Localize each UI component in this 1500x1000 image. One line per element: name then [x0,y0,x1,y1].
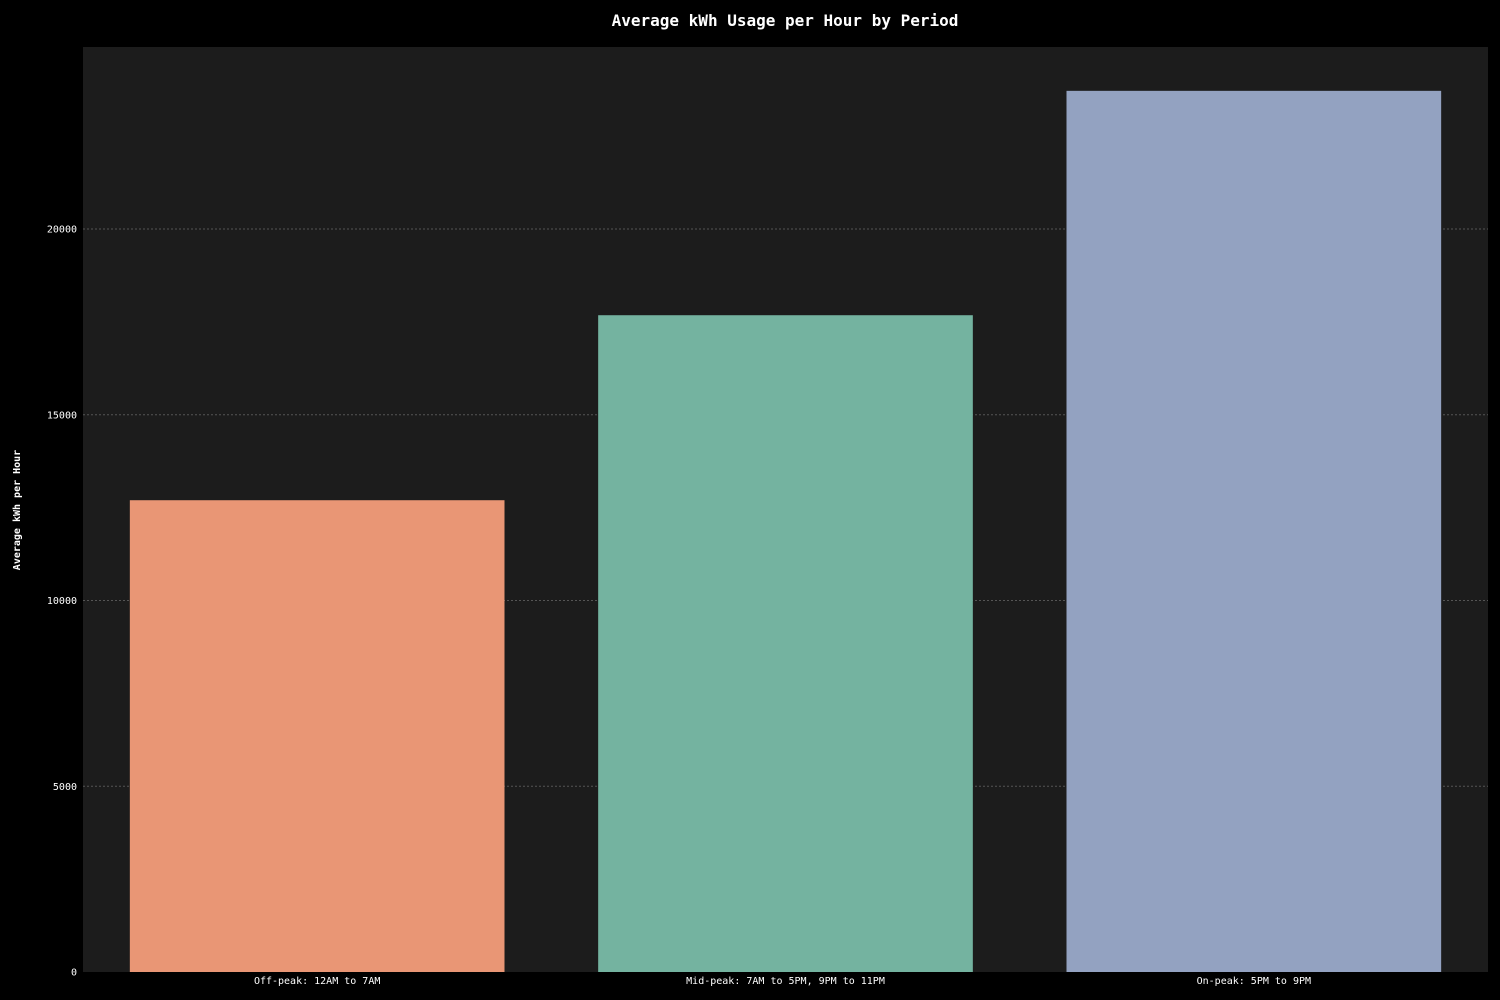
x-tick-label: Off-peak: 12AM to 7AM [254,976,380,987]
y-axis-ticks: 0 5000 10000 15000 20000 [47,225,77,979]
chart-title: Average kWh Usage per Hour by Period [612,11,959,30]
y-tick-label: 20000 [47,225,77,236]
y-axis-label: Average kWh per Hour [12,450,23,570]
y-tick-label: 0 [71,968,77,979]
y-tick-label: 5000 [53,782,77,793]
bar [129,500,505,972]
x-tick-label: Mid-peak: 7AM to 5PM, 9PM to 11PM [686,976,885,987]
x-axis-ticks: Off-peak: 12AM to 7AM Mid-peak: 7AM to 5P… [254,976,1311,987]
x-tick-label: On-peak: 5PM to 9PM [1197,976,1311,987]
bar [598,315,973,972]
y-tick-label: 10000 [47,596,77,607]
y-tick-label: 15000 [47,410,77,421]
bar [1066,90,1442,973]
bars [129,90,1442,973]
